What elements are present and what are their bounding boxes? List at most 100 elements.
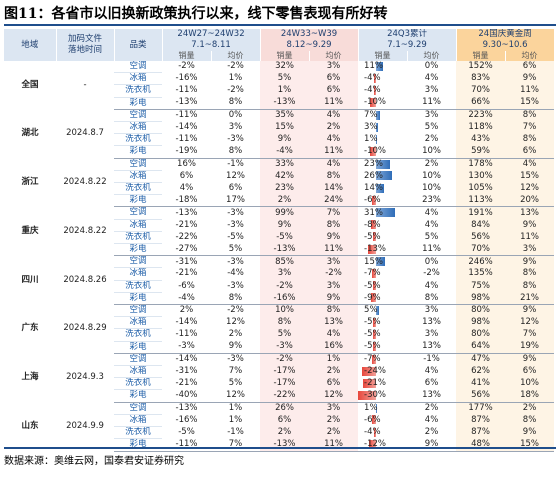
cell-text: 26% <box>275 402 294 413</box>
cell-text: 6% <box>326 73 341 84</box>
cell-text: 3% <box>424 110 439 121</box>
value-cell: -4% <box>358 85 407 97</box>
policy-date: 2024.8.22 <box>63 225 107 236</box>
value-cell: -3% <box>211 219 260 231</box>
cell-text: 3% <box>424 329 439 340</box>
value-cell: 5% <box>211 243 261 257</box>
value-cell: -2% <box>211 61 260 73</box>
value-cell: 6% <box>309 84 359 98</box>
data-bar <box>363 378 377 388</box>
cell-text: -11% <box>175 134 198 145</box>
value-cell: -31% <box>162 256 211 268</box>
cell-text: 9% <box>326 231 341 242</box>
value-cell: 32% <box>260 61 310 73</box>
value-cell: 246% <box>456 255 506 268</box>
category: 冰箱 <box>114 267 162 281</box>
value-cell: 8% <box>309 170 359 183</box>
header-row: 销量 均价 销量 均价 销量 均价 销量 均价 <box>4 51 555 61</box>
value-cell: -11% <box>162 134 211 146</box>
value-cell: 70% <box>456 84 506 98</box>
cell-text: -1% <box>423 354 440 365</box>
data-row: 浙江 2024.8.22 空调 16% -1% 33% 4% 23% 2% 178% 4% <box>4 158 555 187</box>
cell-text: 11% <box>520 231 539 242</box>
value-cell: 1% <box>211 402 260 414</box>
cell-text: 8% <box>228 97 243 108</box>
value-cell: -3% <box>211 280 260 292</box>
cell-text: 4% <box>424 207 439 218</box>
value-cell: 13% <box>407 317 456 329</box>
cell-text: 4% <box>179 183 194 194</box>
value-cell: 80% <box>456 328 506 342</box>
value-cell: -10% <box>358 145 408 159</box>
cell-text: 5% <box>364 305 378 316</box>
value-cell: 98% <box>456 316 506 329</box>
value-cell: -6% <box>162 280 211 292</box>
cell-text: 33% <box>275 158 294 169</box>
value-cell: -3% <box>162 341 211 354</box>
value-cell: 21% <box>505 292 555 306</box>
value-cell: -10% <box>358 97 408 110</box>
cell-text: 1% <box>364 402 378 413</box>
value-cell: -3% <box>211 207 260 219</box>
cell-text: -13% <box>175 207 198 218</box>
value-cell: -18% <box>162 194 211 208</box>
period-name: 24W33~W39 <box>280 29 338 39</box>
value-cell: 8% <box>309 219 359 232</box>
value-cell: -16% <box>162 414 211 426</box>
value-cell: 7% <box>505 121 555 134</box>
cell-text: -9% <box>364 292 381 303</box>
value-cell: 1% <box>358 402 407 414</box>
value-cell: -6% <box>358 414 407 426</box>
cell-text: 87% <box>471 427 490 438</box>
category: 空调 <box>114 109 162 123</box>
figure-title: 图11：各省市以旧换新政策执行以来，线下零售表现有所好转 <box>4 4 556 26</box>
cell-text: -2% <box>276 354 293 365</box>
cell-text: 223% <box>468 110 493 121</box>
value-cell: -2% <box>309 267 359 281</box>
value-cell: 9% <box>309 231 359 244</box>
value-cell: 12% <box>211 317 260 329</box>
value-cell: -5% <box>358 329 407 341</box>
value-cell: 42% <box>260 170 310 183</box>
data-bar <box>376 183 385 193</box>
cell-text: 62% <box>471 366 490 377</box>
cell-text: 85% <box>275 256 294 267</box>
cell-text: 6% <box>522 146 537 157</box>
cell-text: -13% <box>273 439 296 450</box>
header-cell: 加码文件 落地时间 <box>56 29 115 61</box>
cell-text: 35% <box>275 110 294 121</box>
value-cell: 26% <box>358 170 407 182</box>
category: 彩电 <box>114 389 162 403</box>
metric-header: 均价 <box>407 51 457 61</box>
region-name: 浙江 <box>21 176 39 187</box>
cell-text: 9% <box>522 427 537 438</box>
policy-date: 2024.8.7 <box>66 128 104 139</box>
cell-text: -3% <box>227 354 244 365</box>
data-bar <box>376 110 381 120</box>
cell-text: 80% <box>471 305 490 316</box>
data-bar <box>373 342 377 352</box>
value-cell: 4% <box>407 73 456 85</box>
cell-text: 8% <box>424 292 439 303</box>
cell-text: 152% <box>468 61 493 72</box>
cell-text: -5% <box>276 231 293 242</box>
value-cell: 9% <box>260 133 310 146</box>
value-cell: -11% <box>162 109 211 121</box>
value-cell: 2% <box>309 426 359 439</box>
value-cell: -7% <box>358 268 407 280</box>
value-cell: -16% <box>260 292 310 306</box>
value-cell: 23% <box>260 182 310 195</box>
cell-text: 105% <box>468 183 493 194</box>
policy-date: 2024.8.29 <box>63 323 107 334</box>
cell-text: 6% <box>326 378 341 389</box>
value-cell: 6% <box>505 61 555 73</box>
data-bar <box>370 98 377 108</box>
value-cell: -1% <box>407 353 456 365</box>
cell-text: 59% <box>471 146 490 157</box>
cell-text: 12% <box>520 317 539 328</box>
cell-text: 4% <box>424 280 439 291</box>
value-cell: 17% <box>211 194 261 208</box>
value-cell: 6% <box>407 378 456 390</box>
category: 洗衣机 <box>114 328 162 342</box>
value-cell: 4% <box>505 158 555 171</box>
